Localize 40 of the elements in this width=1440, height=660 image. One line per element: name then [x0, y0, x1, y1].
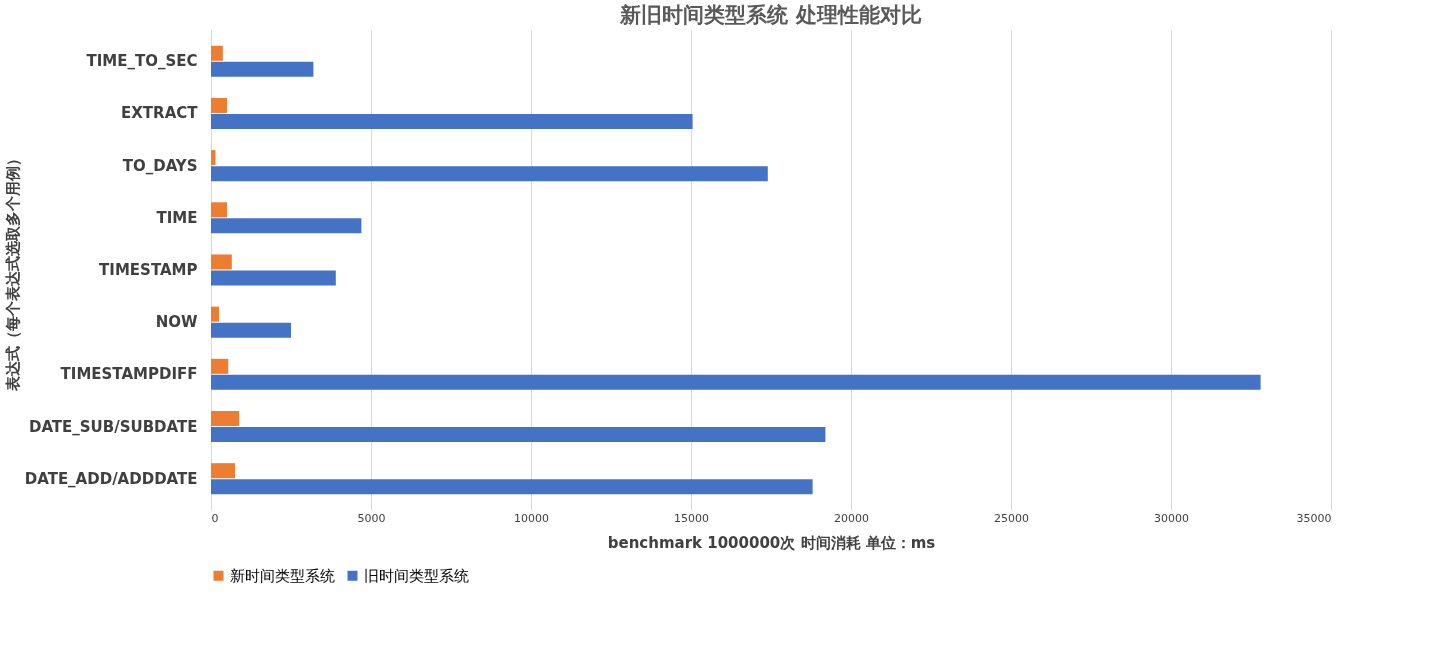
- bar: [211, 114, 693, 130]
- x-tick-label: 0: [211, 511, 219, 525]
- y-tick-label: DATE_SUB/SUBDATE: [28, 417, 198, 436]
- x-tick-label: 30000: [1154, 511, 1189, 525]
- bar: [211, 427, 826, 443]
- bar: [211, 270, 336, 286]
- y-tick-label: TIME_TO_SEC: [86, 52, 198, 71]
- bar: [211, 463, 235, 479]
- y-tick-label: TIME: [156, 208, 198, 227]
- bar: [211, 306, 219, 322]
- bar: [211, 97, 227, 113]
- legend-label: 旧时间类型系统: [364, 566, 469, 585]
- bar: [211, 322, 291, 338]
- y-tick-label: TIMESTAMPDIFF: [60, 365, 198, 384]
- x-tick-label: 35000: [1296, 511, 1332, 525]
- bar: [211, 166, 768, 182]
- bar: [211, 202, 227, 218]
- x-tick-label: 5000: [357, 511, 386, 525]
- bar: [211, 218, 362, 234]
- bar: [211, 254, 232, 270]
- bar: [211, 45, 223, 61]
- x-tick-label: 15000: [674, 511, 709, 525]
- chart-title: 新旧时间类型系统 处理性能对比: [619, 3, 922, 27]
- y-axis-title: 表达式（每个表达式选取多个用例）: [3, 150, 22, 392]
- x-tick-label: 25000: [994, 511, 1029, 525]
- y-tick-label: TO_DAYS: [122, 156, 198, 175]
- legend-label: 新时间类型系统: [230, 566, 335, 585]
- bar: [211, 358, 229, 374]
- y-tick-label: NOW: [155, 313, 198, 332]
- bar: [211, 150, 216, 166]
- x-axis-title: benchmark 1000000次 时间消耗 单位：ms: [607, 533, 936, 552]
- bar: [211, 410, 240, 426]
- y-tick-label: DATE_ADD/ADDDATE: [24, 469, 198, 488]
- x-tick-label: 20000: [834, 511, 869, 525]
- bar: [211, 61, 314, 77]
- y-tick-label: TIMESTAMP: [99, 261, 198, 279]
- x-tick-label: 10000: [514, 511, 549, 525]
- bar: [211, 374, 1261, 390]
- bar: [211, 479, 813, 495]
- y-tick-label: EXTRACT: [121, 104, 199, 123]
